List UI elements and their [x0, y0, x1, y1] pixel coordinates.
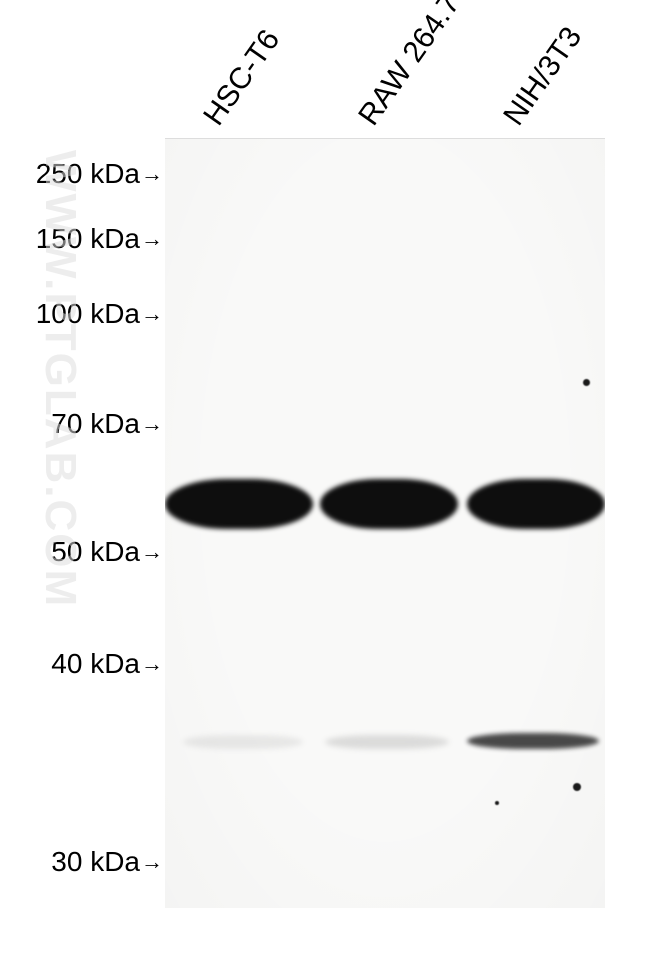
band-lane1-secondary	[183, 735, 303, 749]
marker-40: 40 kDa→	[51, 648, 163, 680]
band-lane3-main	[467, 479, 605, 529]
lane-label-3: NIH/3T3	[497, 21, 589, 132]
lane-label-2: RAW 264.7	[352, 0, 467, 132]
speck-3	[495, 801, 499, 805]
marker-30: 30 kDa→	[51, 846, 163, 878]
marker-labels-area: 250 kDa→ 150 kDa→ 100 kDa→ 70 kDa→ 50 kD…	[0, 138, 165, 908]
band-lane2-main	[320, 479, 458, 529]
marker-50: 50 kDa→	[51, 536, 163, 568]
lane-label-1: HSC-T6	[197, 24, 287, 132]
marker-100: 100 kDa→	[36, 298, 163, 330]
band-lane1-main	[165, 479, 313, 529]
band-lane2-secondary	[325, 735, 449, 749]
western-blot-membrane	[165, 138, 605, 908]
marker-70: 70 kDa→	[51, 408, 163, 440]
speck-2	[573, 783, 581, 791]
marker-250: 250 kDa→	[36, 158, 163, 190]
lane-labels-area: HSC-T6 RAW 264.7 NIH/3T3	[165, 0, 605, 138]
band-lane3-secondary	[467, 733, 599, 749]
marker-150: 150 kDa→	[36, 223, 163, 255]
speck-1	[583, 379, 590, 386]
